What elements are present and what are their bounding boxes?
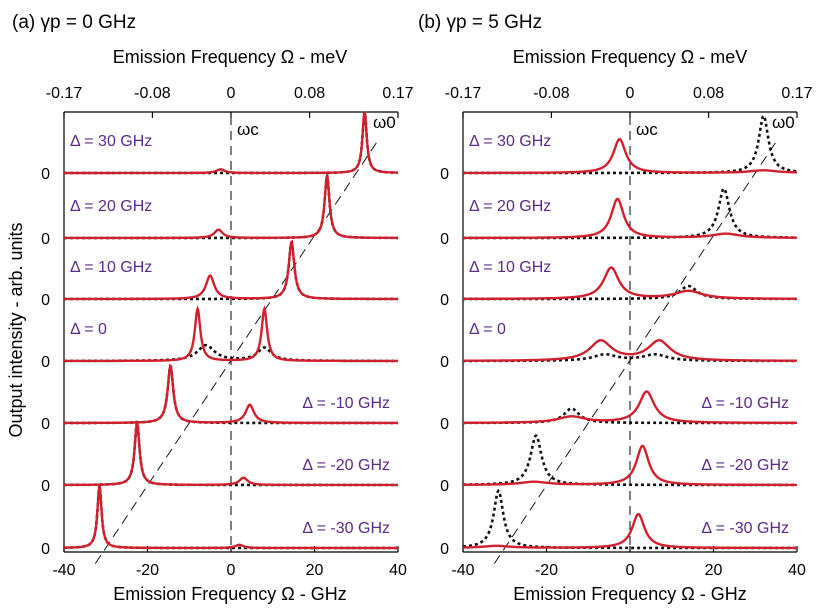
panel-a: (a) γp = 0 GHz Emission Frequency Ω - me…: [12, 12, 414, 604]
panel-a-trace-2-solid: [64, 239, 398, 301]
panel-b-top-tick-label: -0.17: [445, 85, 482, 102]
panel-a-bottom-tick-label: -20: [136, 562, 159, 579]
panel-b: (b) γp = 5 GHz Emission Frequency Ω - me…: [418, 12, 813, 604]
panel-b-trace-0-solid: [463, 137, 798, 175]
panel-a-baseline-zero-label: 0: [41, 478, 50, 495]
panel-a-trace-6-solid: [63, 485, 398, 550]
panel-b-detuning-label: Δ = -30 GHz: [701, 520, 789, 537]
panel-a-bottom-tick-label: 40: [389, 562, 407, 579]
panel-a-bottom-axis-title: Emission Frequency Ω - GHz: [113, 584, 347, 604]
panel-a-detuning-label: Δ = -30 GHz: [302, 520, 390, 537]
panel-b-bottom-tick-label: -20: [535, 562, 558, 579]
panel-a-detuning-label: Δ = 0: [70, 321, 107, 338]
panel-a-trace-4-solid: [64, 363, 398, 425]
panel-a-baseline-zero-label: 0: [41, 541, 50, 558]
panel-a-top-tick-label: 0.17: [382, 85, 413, 102]
panel-a-bottom-tick-label: -40: [52, 562, 75, 579]
panel-a-top-tick-label: -0.08: [134, 85, 171, 102]
panel-b-trace-6-solid: [462, 513, 797, 550]
panel-b-cavity-marker-label: ωc: [636, 120, 658, 139]
panel-b-trace-2-solid: [463, 266, 797, 301]
panel-b-bottom-tick-label: 0: [626, 562, 635, 579]
panel-a-emitter-line: [94, 138, 380, 564]
panel-b-top-tick-label: 0.08: [693, 85, 724, 102]
panel-b-detuning-label: Δ = 0: [469, 321, 506, 338]
panel-a-baseline-zero-label: 0: [41, 354, 50, 371]
panel-b-bottom-tick-label: 40: [788, 562, 806, 579]
panel-b-top-tick-label: -0.08: [533, 85, 570, 102]
panel-b-emitter-marker-label: ω0: [772, 113, 795, 132]
panel-a-detuning-label: Δ = -10 GHz: [302, 395, 390, 412]
panel-b-detuning-label: Δ = -20 GHz: [701, 457, 789, 474]
panel-b-baseline-zero-label: 0: [440, 292, 449, 309]
panel-a-top-axis-title: Emission Frequency Ω - meV: [113, 47, 348, 67]
panel-b-baseline-zero-label: 0: [440, 354, 449, 371]
panel-b-bottom-tick-label: -40: [451, 562, 474, 579]
panel-a-bottom-tick-label: 0: [227, 562, 236, 579]
panel-a-detuning-label: Δ = 20 GHz: [70, 198, 152, 215]
panel-b-baseline-zero-label: 0: [440, 541, 449, 558]
panel-a-baseline-zero-label: 0: [41, 231, 50, 248]
panel-a-top-tick-label: 0.08: [294, 85, 325, 102]
panel-b-trace-3-solid: [463, 339, 797, 362]
panel-b-baseline-zero-label: 0: [440, 478, 449, 495]
panel-b-detuning-label: Δ = 10 GHz: [469, 259, 551, 276]
panel-a-detuning-label: Δ = 10 GHz: [70, 259, 152, 276]
panel-b-bottom-axis-title: Emission Frequency Ω - GHz: [513, 584, 747, 604]
panel-a-trace-5-solid: [64, 420, 398, 487]
panel-a-cavity-marker-label: ωc: [237, 120, 259, 139]
panel-b-baseline-zero-label: 0: [440, 166, 449, 183]
panel-a-baseline-zero-label: 0: [41, 416, 50, 433]
panel-b-top-tick-label: 0.17: [781, 85, 812, 102]
y-axis-title: Output intensity - arb. units: [6, 222, 26, 437]
panel-a-trace-0-solid: [64, 111, 399, 175]
panel-a-emitter-marker-label: ω0: [373, 113, 396, 132]
panel-b-detuning-label: Δ = 30 GHz: [469, 133, 551, 150]
panel-b-trace-5-solid: [462, 444, 798, 487]
panel-a-title: (a) γp = 0 GHz: [12, 12, 136, 33]
panel-b-trace-1-solid: [463, 197, 797, 240]
panel-b-bottom-tick-label: 20: [705, 562, 723, 579]
panel-a-bottom-tick-label: 20: [306, 562, 324, 579]
panel-b-trace-4-solid: [463, 390, 797, 425]
panel-b-trace-5-dotted: [462, 434, 797, 487]
panel-a-top-tick-label: -0.17: [46, 85, 83, 102]
panel-b-baseline-zero-label: 0: [440, 416, 449, 433]
panel-a-detuning-label: Δ = -20 GHz: [302, 457, 390, 474]
panel-a-trace-3-solid: [64, 305, 398, 363]
panel-a-baseline-zero-label: 0: [41, 166, 50, 183]
panel-a-trace-1-solid: [64, 171, 398, 240]
panel-b-title: (b) γp = 5 GHz: [418, 12, 542, 33]
panel-b-detuning-label: Δ = 20 GHz: [469, 198, 551, 215]
panel-a-detuning-label: Δ = 30 GHz: [70, 133, 152, 150]
panel-b-top-axis-title: Emission Frequency Ω - meV: [513, 47, 748, 67]
panel-a-top-tick-label: 0: [227, 85, 236, 102]
panel-b-baseline-zero-label: 0: [440, 231, 449, 248]
panel-a-baseline-zero-label: 0: [41, 292, 50, 309]
panel-b-detuning-label: Δ = -10 GHz: [701, 395, 789, 412]
panel-b-top-tick-label: 0: [626, 85, 635, 102]
